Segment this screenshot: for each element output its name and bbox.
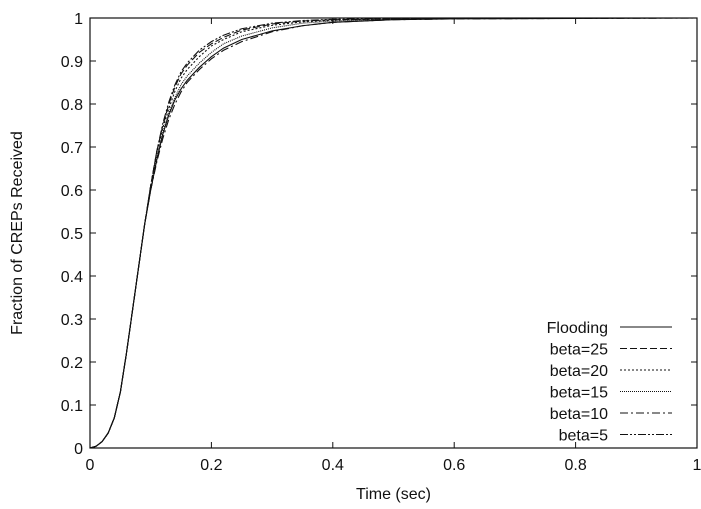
- y-tick-label: 0.4: [61, 269, 83, 286]
- series-lines: [89, 17, 698, 449]
- x-tick-label: 0.4: [322, 457, 344, 474]
- legend-label: Flooding: [547, 320, 608, 337]
- x-tick-label: 0.6: [443, 457, 465, 474]
- legend-label: beta=15: [550, 385, 608, 402]
- y-tick-label: 1: [74, 11, 83, 28]
- legend-label: beta=10: [550, 406, 608, 423]
- series-line-beta=25: [89, 17, 697, 449]
- x-tick-label: 0.8: [564, 457, 586, 474]
- y-tick-label: 0.7: [61, 140, 83, 157]
- y-tick-label: 0.3: [61, 312, 83, 329]
- legend-label: beta=5: [559, 428, 608, 445]
- series-line-beta=15: [89, 17, 697, 449]
- series-line-beta=5: [89, 17, 697, 449]
- y-tick-label: 0.9: [61, 54, 83, 71]
- y-tick-label: 0.2: [61, 355, 83, 372]
- y-tick-label: 0.6: [61, 183, 83, 200]
- x-tick-label: 0: [86, 457, 95, 474]
- y-tick-label: 0: [74, 441, 83, 458]
- series-line-beta=20: [89, 17, 697, 449]
- x-axis-title: Time (sec): [356, 486, 431, 503]
- y-tick-label: 0.8: [61, 97, 83, 114]
- axis-ticks: 0 0.2 0.4 0.6 0.8 1 0 0.1 0.2 0.3 0.4 0.5 0.6 0.7 0.8 0…: [61, 11, 701, 474]
- plot-frame: [89, 17, 698, 449]
- legend-label: beta=25: [550, 342, 608, 359]
- series-line-Flooding: [89, 17, 698, 449]
- x-tick-label: 0.2: [200, 457, 222, 474]
- x-tick-label: 1: [693, 457, 701, 474]
- legend: Flooding beta=25 beta=20 beta=15 beta=10 beta…: [547, 320, 672, 445]
- legend-label: beta=20: [550, 363, 608, 380]
- y-axis-title: Fraction of CREPs Received: [9, 131, 26, 335]
- series-line-beta=10: [89, 17, 698, 449]
- y-tick-label: 0.5: [61, 226, 83, 243]
- y-tick-label: 0.1: [61, 398, 83, 415]
